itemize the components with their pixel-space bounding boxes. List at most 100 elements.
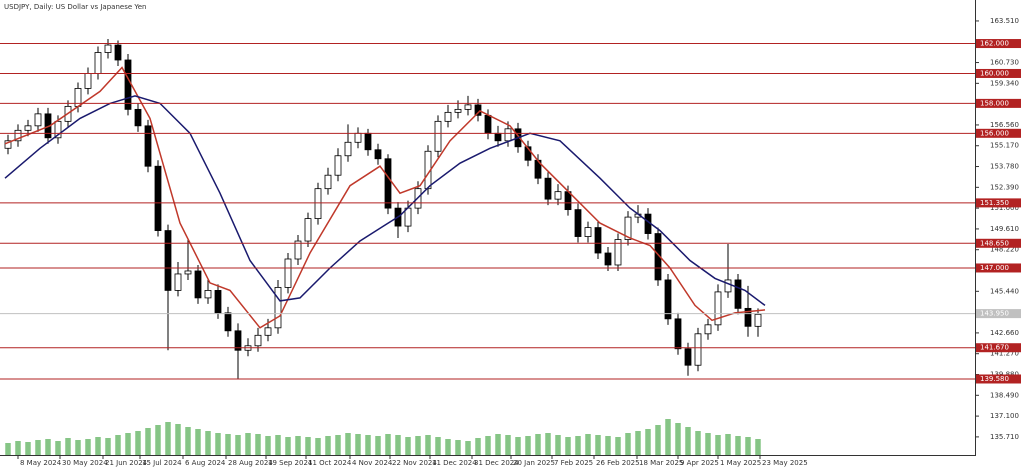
volume-bar: [715, 435, 721, 455]
candle-body: [604, 252, 612, 266]
volume-bar: [535, 434, 541, 455]
candle-body: [344, 141, 352, 157]
level-label: 160.000: [980, 69, 1009, 77]
volume-bar: [455, 440, 461, 455]
volume-bar: [25, 442, 31, 455]
candle-body: [274, 287, 282, 329]
volume-bar: [205, 431, 211, 455]
candle-body: [594, 227, 602, 254]
level-label-box: [976, 68, 1021, 78]
volume-bar: [555, 435, 561, 455]
candle-body: [14, 129, 22, 142]
volume-bar: [315, 438, 321, 455]
volume-bar: [425, 435, 431, 455]
x-tick-label: 4 Nov 2024: [352, 459, 393, 467]
y-tick-label: 151.000: [990, 204, 1019, 212]
y-tick-label: 142.660: [990, 329, 1019, 337]
level-label: 162.000: [980, 40, 1009, 48]
candle-body: [374, 149, 382, 160]
volume-bar: [565, 437, 571, 455]
candle-body: [744, 307, 752, 327]
volume-bar: [95, 437, 101, 455]
candle-body: [234, 330, 242, 351]
volume-bar: [155, 425, 161, 455]
candle-body: [674, 318, 682, 350]
y-tick-label: 141.270: [990, 350, 1019, 358]
volume-bar: [45, 439, 51, 455]
x-tick-label: 19 Sep 2024: [268, 459, 313, 467]
candle-body: [334, 155, 342, 176]
level-label-box: [976, 39, 1021, 49]
volume-bar: [615, 437, 621, 455]
x-tick-label: 21 Jun 2024: [105, 459, 148, 467]
candle-body: [564, 191, 572, 211]
candle-body: [584, 227, 592, 237]
volume-bar: [85, 439, 91, 455]
candle-body: [464, 104, 472, 110]
candle-body: [214, 290, 222, 314]
x-tick-label: 6 Aug 2024: [185, 459, 226, 467]
level-label: 156.000: [980, 129, 1009, 137]
candle-body: [94, 52, 102, 74]
volume-bar: [295, 436, 301, 455]
candle-body: [734, 279, 742, 309]
y-tick-label: 148.220: [990, 246, 1019, 254]
volume-bar: [665, 419, 671, 455]
volume-bar: [445, 439, 451, 455]
candle-body: [134, 108, 142, 127]
candle-body: [204, 290, 212, 299]
y-tick-label: 160.730: [990, 59, 1019, 67]
volume-bar: [725, 434, 731, 455]
volume-bar: [655, 425, 661, 455]
volume-bar: [675, 423, 681, 455]
y-tick-label: 163.510: [990, 17, 1019, 25]
x-tick-label: 28 Aug 2024: [228, 459, 273, 467]
volume-bar: [355, 434, 361, 455]
volume-bar: [755, 439, 761, 455]
volume-bar: [705, 433, 711, 455]
candle-body: [614, 239, 622, 266]
candle-body: [484, 114, 492, 134]
candle-body: [544, 177, 552, 200]
candle-body: [664, 279, 672, 320]
candle-body: [314, 188, 322, 219]
candle-body: [354, 132, 362, 143]
candle-body: [504, 128, 512, 142]
volume-bar: [235, 435, 241, 455]
volume-bar: [745, 437, 751, 455]
y-tick-label: 138.490: [990, 391, 1019, 399]
level-label-box: [976, 128, 1021, 138]
level-label: 151.350: [980, 199, 1009, 207]
x-tick-label: 7 Feb 2025: [554, 459, 593, 467]
volume-bar: [435, 437, 441, 455]
y-tick-label: 155.170: [990, 142, 1019, 150]
volume-bar: [405, 437, 411, 455]
candle-body: [84, 73, 92, 89]
y-tick-label: 149.610: [990, 225, 1019, 233]
volume-bar: [325, 436, 331, 455]
volume-bar: [345, 433, 351, 455]
chart-title: USDJPY, Daily: US Dollar vs Japanese Yen: [4, 3, 146, 11]
volume-bar: [475, 438, 481, 455]
volume-bar: [595, 435, 601, 455]
volume-bar: [225, 434, 231, 455]
volume-bar: [625, 433, 631, 455]
volume-bar: [255, 434, 261, 455]
x-tick-label: 23 May 2025: [762, 459, 808, 467]
y-tick-label: 137.100: [990, 412, 1019, 420]
level-label-box: [976, 374, 1021, 384]
x-tick-label: 9 Apr 2025: [680, 459, 719, 467]
volume-bar: [285, 437, 291, 455]
volume-bar: [75, 440, 81, 455]
volume-bar: [105, 438, 111, 455]
volume-bar: [125, 433, 131, 455]
x-tick-label: 1 May 2025: [720, 459, 761, 467]
volume-bar: [575, 436, 581, 455]
candle-body: [524, 146, 532, 161]
volume-bar: [635, 431, 641, 455]
x-tick-label: 30 May 2024: [62, 459, 108, 467]
x-tick-label: 31 Dec 2024: [474, 459, 519, 467]
candle-body: [714, 291, 722, 326]
volume-bar: [515, 437, 521, 455]
